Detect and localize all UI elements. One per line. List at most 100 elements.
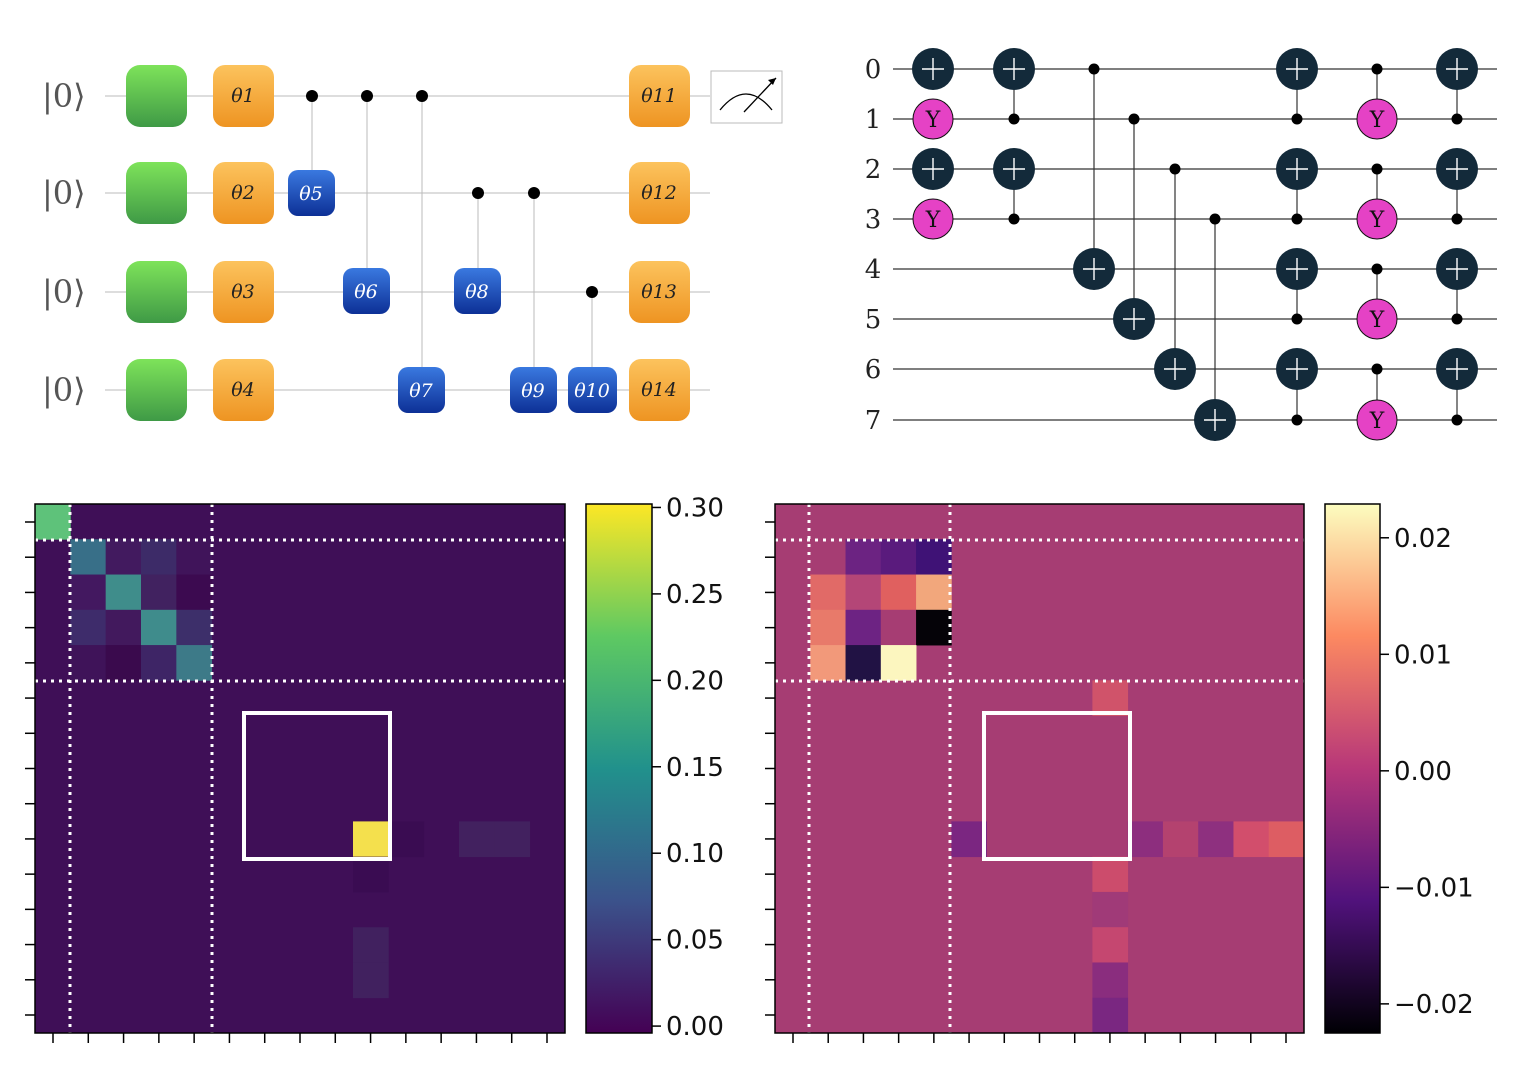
heatmap-right [765,503,1305,1043]
qubit-label: 0 [865,55,882,85]
ket-label: |0⟩ [42,273,86,311]
gate-label: θ13 [641,281,677,303]
controlled-gate: θ5 [288,170,335,216]
heatmap-cell [176,645,213,681]
y-gate-label: Y [1369,208,1385,233]
cnot-target-icon [1276,48,1318,90]
y-gate: Y [1356,198,1398,240]
y-gate: Y [912,98,954,140]
circuit-b: 0 1 2 3 4 5 6 7 Y Y Y Y Y Y [865,48,1497,441]
heatmap-cell [1127,821,1164,858]
rotation-gate: θ4 [213,359,274,421]
heatmap-cell [845,609,882,646]
heatmap-cell [880,574,917,611]
control-dot [1088,63,1100,75]
heatmap-cell [1268,821,1305,858]
heatmap-cell [105,574,142,611]
colorbar-tick-label: −0.01 [1394,873,1474,903]
qubit-label: 4 [865,255,882,285]
control-dot [1169,163,1181,175]
gate-label: θ12 [641,182,677,204]
cnot-target-icon [993,48,1035,90]
qubit-label: 1 [865,105,882,135]
y-gate-label: Y [1369,108,1385,133]
control-dot [1371,263,1383,275]
gate-label: θ3 [231,281,255,303]
colorbar-gradient [1324,503,1381,1034]
heatmap-cell [35,504,71,540]
cnot-target-icon [1073,248,1115,290]
heatmap-cell [916,539,952,575]
heatmap-cell [141,539,177,575]
controlled-gate: θ6 [343,268,390,314]
rotation-gate: θ2 [213,162,274,224]
cnot-target-icon [1436,248,1478,290]
green-gate [126,261,187,323]
rotation-gate: θ14 [629,359,690,421]
rotation-gate: θ12 [629,162,690,224]
cnot-target-icon [993,148,1035,190]
heatmap-cell [810,609,846,646]
green-gate [126,65,187,127]
heatmap-cell [880,645,917,681]
heatmap-cell [353,856,389,893]
control-dot [1451,113,1463,125]
cnot-target-icon [912,148,954,190]
heatmap-cell [845,539,882,575]
gate-label: θ1 [231,85,255,107]
gate-label: θ4 [231,379,255,401]
gate-label: θ7 [409,380,433,402]
control-dot [1291,213,1303,225]
cnot-target-icon [1276,248,1318,290]
colorbar-gradient [585,503,653,1034]
ket-label: |0⟩ [42,174,86,212]
cnot-target-icon [912,48,954,90]
gate-label: θ6 [354,281,378,303]
heatmap-cell [1092,891,1129,928]
y-gate-circle [1356,298,1398,340]
heatmap-cell [1092,997,1129,1034]
colorbar-left: 0.30 0.25 0.20 0.15 0.10 0.05 0.00 [585,493,724,1042]
control-dot [306,90,318,102]
y-gate-label: Y [1369,308,1385,333]
y-gate-circle [1356,98,1398,140]
gate-label: θ11 [641,85,677,107]
gate-label: θ9 [521,380,545,402]
cnot-target-icon [1154,348,1196,390]
gate-label: θ10 [574,380,610,402]
heatmap-cell [70,539,107,575]
control-dot [1451,414,1463,426]
heatmap-cell [176,609,213,646]
cnot-target-icon [1436,148,1478,190]
cnot-target-icon [1436,348,1478,390]
cnot-target-icon [1436,48,1478,90]
green-gate [126,359,187,421]
qubit-label: 3 [865,205,882,235]
heatmap-cell [1092,680,1129,716]
ket-label: |0⟩ [42,371,86,409]
y-gate-circle [1356,198,1398,240]
qubit-label: 6 [865,355,882,385]
qubit-label: 5 [865,305,882,335]
colorbar-tick-label: 0.00 [1394,757,1452,787]
colorbar-tick-label: 0.00 [666,1012,724,1042]
heatmap-cell [353,821,389,858]
circuit-a: |0⟩ |0⟩ |0⟩ |0⟩ θ1 θ2 θ3 [42,65,783,421]
heatmap-cell [1092,962,1129,999]
heatmap-cell [1092,927,1129,963]
control-dot [528,187,540,199]
heatmap-cell [1162,821,1199,858]
heatmap-cell [494,821,531,858]
heatmap-cell [880,539,917,575]
y-gate: Y [1356,298,1398,340]
control-dot [1451,213,1463,225]
gate-label: θ5 [299,183,323,205]
cnot-target-icon [1276,348,1318,390]
colorbar-tick-label: 0.30 [666,493,724,523]
green-gate [126,162,187,224]
y-gate-label: Y [1369,409,1385,434]
y-gate-circle [912,98,954,140]
cnot-target-icon [1194,399,1236,441]
heatmap-cell [141,609,177,646]
cnot-target-icon [1276,148,1318,190]
